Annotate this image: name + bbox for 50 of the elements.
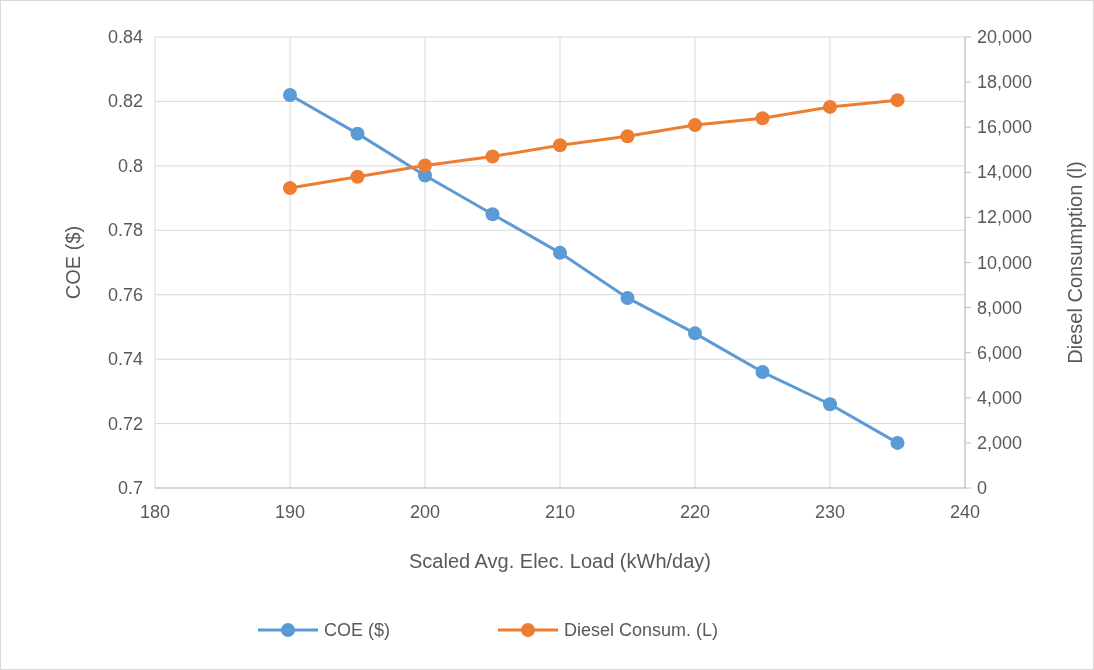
y-tick-label: 0.74 [107,349,143,370]
point [620,129,635,144]
y-tick-label: 0.8 [117,155,143,176]
y-tick-label: 0.78 [107,220,143,241]
y2-tick-label: 2,000 [977,432,1023,453]
point [485,207,500,222]
point [485,149,500,164]
point [823,397,837,412]
x-tick-label: 180 [139,502,171,522]
y2-tick-label: 10,000 [977,252,1033,273]
point [553,245,567,260]
y2-axis-title: Diesel Consumption (l) [1064,161,1086,364]
x-tick-label: 200 [409,502,441,522]
y-axis-title: COE ($) [62,225,84,300]
point [755,365,770,380]
legend-label: Diesel Consum. (L) [564,620,719,640]
point [688,117,702,132]
y2-tick-label: 16,000 [977,117,1033,138]
point [823,99,837,114]
y-tick-label: 0.72 [107,413,143,434]
point [283,181,297,196]
x-tick-label: 190 [274,502,306,522]
y2-tick-label: 18,000 [977,72,1033,93]
point [418,158,432,173]
point [890,93,905,108]
y2-tick-label: 20,000 [977,27,1033,47]
point [890,435,905,450]
y-tick-label: 0.82 [107,91,143,112]
point [350,126,365,141]
y-tick-label: 0.76 [107,284,143,305]
x-tick-label: 220 [679,502,711,522]
y2-tick-label: 14,000 [977,162,1033,183]
y2-tick-label: 8,000 [977,297,1023,318]
point [553,138,567,153]
y2-tick-label: 6,000 [977,342,1023,363]
x-tick-label: 210 [544,502,576,522]
point [620,290,635,305]
point [755,111,770,126]
point [283,87,297,102]
point [688,326,702,341]
y2-tick-label: 12,000 [977,207,1033,228]
y2-tick-label: 0 [977,478,988,498]
x-tick-label: 240 [949,502,981,522]
legend-label: COE ($) [324,620,391,640]
point [350,169,365,184]
x-axis-title: Scaled Avg. Elec. Load (kWh/day) [408,550,712,572]
x-tick-label: 230 [814,502,846,522]
y-tick-label: 0.84 [107,27,143,47]
y-tick-label: 0.7 [117,478,143,498]
y2-tick-label: 4,000 [977,387,1023,408]
